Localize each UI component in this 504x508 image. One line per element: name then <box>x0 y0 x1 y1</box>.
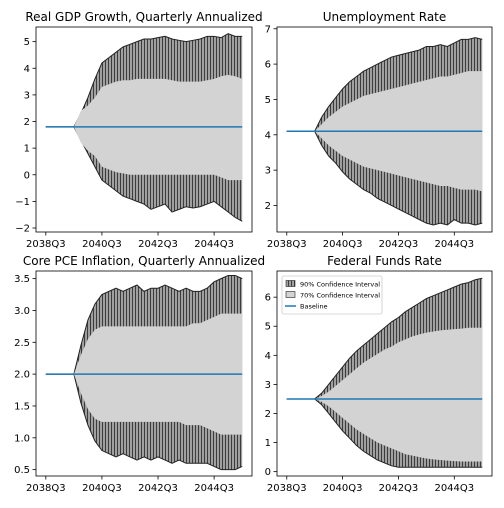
y-tick-label: 1.5 <box>14 401 30 412</box>
y-tick-label: 4 <box>24 64 30 75</box>
x-tick-label: 2044Q3 <box>434 239 474 250</box>
x-tick-label: 2038Q3 <box>26 483 66 494</box>
y-tick-label: 1 <box>265 438 271 449</box>
axes-frame <box>276 270 493 477</box>
y-tick-label: 2 <box>265 201 271 212</box>
y-tick-label: 3 <box>265 166 271 177</box>
y-tick-label: 6 <box>265 293 271 304</box>
x-tick-label: 2040Q3 <box>82 483 122 494</box>
y-tick-label: 2 <box>265 409 271 420</box>
axes-frame <box>35 26 253 233</box>
axes-frame <box>35 270 253 477</box>
legend-label: 90% Confidence Interval <box>300 280 380 288</box>
x-tick-label: 2042Q3 <box>379 239 419 250</box>
y-tick-label: 4 <box>265 351 271 362</box>
y-tick-label: 2.5 <box>14 338 30 349</box>
x-tick-label: 2044Q3 <box>194 239 234 250</box>
x-tick-label: 2040Q3 <box>82 239 122 250</box>
y-tick-label: 5 <box>265 95 271 106</box>
y-tick-label: 7 <box>265 24 271 35</box>
y-tick-label: 0.5 <box>14 465 30 476</box>
y-tick-label: 6 <box>265 60 271 71</box>
y-tick-label: 3 <box>24 90 30 101</box>
ci90-upper-line <box>45 274 243 375</box>
ci90-upper-line <box>286 37 483 132</box>
legend-label: 70% Confidence Interval <box>300 291 380 299</box>
y-tick-label: 3 <box>265 380 271 391</box>
legend-swatch-ci90 <box>285 280 296 287</box>
chart-panel-2: Unemployment Rate 2 3 4 5 6 7 2038Q3 2040Q3 2042Q… <box>265 10 493 250</box>
x-tick-label: 2042Q3 <box>138 239 178 250</box>
x-tick-label: 2044Q3 <box>434 483 474 494</box>
chart-title: Federal Funds Rate <box>327 254 442 268</box>
ci90-lower-line <box>286 130 483 226</box>
x-tick-label: 2044Q3 <box>194 483 234 494</box>
legend-label: Baseline <box>300 302 328 310</box>
y-tick-label: 2.0 <box>14 370 30 381</box>
y-tick-label: 4 <box>265 130 271 141</box>
legend-box <box>281 275 383 315</box>
y-tick-label: −1 <box>15 197 30 208</box>
ci90-lower-line <box>45 373 243 471</box>
y-tick-label: 3.0 <box>14 306 30 317</box>
y-tick-label: 5 <box>265 322 271 333</box>
x-tick-label: 2038Q3 <box>26 239 66 250</box>
y-tick-label: 2 <box>24 117 30 128</box>
chart-title: Unemployment Rate <box>323 10 447 24</box>
x-tick-label: 2040Q3 <box>323 239 363 250</box>
chart-title: Real GDP Growth, Quarterly Annualized <box>25 10 262 24</box>
ci90-upper-line <box>286 277 483 400</box>
x-tick-label: 2038Q3 <box>267 483 307 494</box>
axes-frame <box>276 26 493 233</box>
x-tick-label: 2038Q3 <box>267 239 307 250</box>
legend-swatch-ci70 <box>285 291 296 298</box>
x-tick-label: 2040Q3 <box>323 483 363 494</box>
y-tick-label: 1.0 <box>14 433 30 444</box>
x-tick-label: 2042Q3 <box>138 483 178 494</box>
y-tick-label: −2 <box>15 224 30 235</box>
chart-title: Core PCE Inflation, Quarterly Annualized <box>23 254 265 268</box>
y-tick-label: 5 <box>24 37 30 48</box>
legend: 90% Confidence Interval 70% Confidence In… <box>281 275 383 315</box>
chart-panel-1: Real GDP Growth, Quarterly Annualized −2 −… <box>15 10 262 250</box>
ci90-lower-line <box>286 398 483 468</box>
y-tick-label: 1 <box>24 144 30 155</box>
chart-panel-4: Federal Funds Rate 0 1 2 3 4 5 6 2038Q3 2040Q3 204… <box>265 254 493 494</box>
chart-panel-3: Core PCE Inflation, Quarterly Annualized… <box>14 254 265 494</box>
x-tick-label: 2042Q3 <box>379 483 419 494</box>
y-tick-label: 0 <box>24 170 30 181</box>
ci70-band <box>286 327 483 462</box>
y-tick-label: 0 <box>265 467 271 478</box>
y-tick-label: 3.5 <box>14 274 30 285</box>
